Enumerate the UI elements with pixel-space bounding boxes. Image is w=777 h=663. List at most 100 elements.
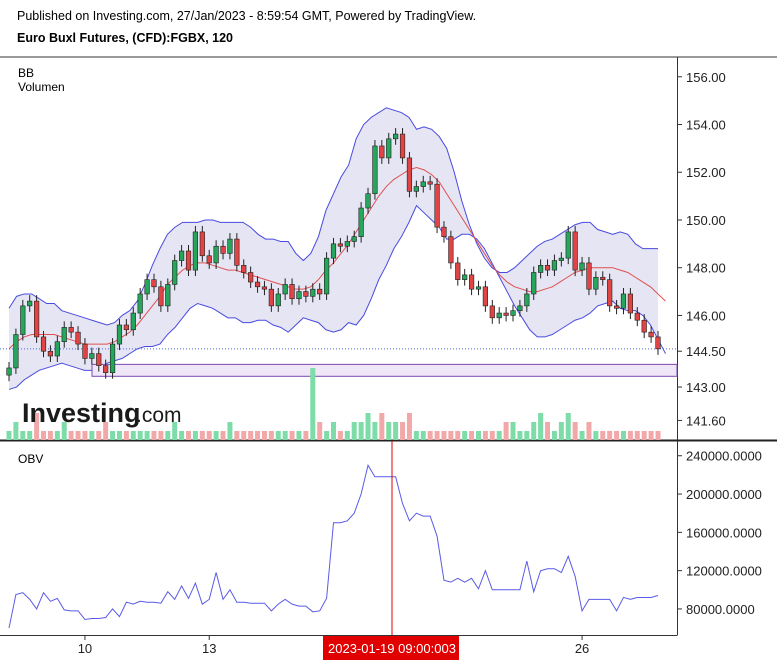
volume-bar [206,431,212,440]
bb-lower-line [8,204,666,390]
candle-body [192,231,199,271]
candle-body [89,353,95,359]
volume-bar [275,431,281,440]
obv-tick-label: 80000.0000 [686,602,755,617]
volume-bar [545,422,551,440]
candle-body [358,207,364,237]
candle-body [613,305,620,309]
bb-legend-label: BB [18,66,34,80]
obv-line [8,464,659,629]
volume-bar [248,431,254,440]
volume-bar [54,431,60,440]
candle-body [386,138,392,159]
candle-body [137,293,143,314]
volume-bar [627,431,633,440]
candle-body [524,293,530,307]
bb-upper-line [8,107,658,326]
candle-body [151,279,157,288]
volume-bar [344,431,350,440]
price-tick-label: 148.00 [686,261,726,276]
volume-bar [220,431,226,440]
volume-bar [655,431,661,440]
volume-bar [310,368,316,440]
volume-bar [434,431,440,440]
candle-body [317,288,323,295]
candle-body [185,250,192,271]
candle-body [496,312,502,319]
volume-bar [558,422,564,440]
volume-bar [565,413,571,440]
volume-bar [47,431,53,440]
candle-body [289,284,295,300]
volume-bar [289,431,295,440]
volume-bar [379,413,385,440]
volume-bar [317,422,323,440]
candle-body [379,145,385,159]
candle-body [551,260,558,271]
volume-bar [448,431,454,440]
candle-body [323,257,330,295]
volume-bar [427,431,433,440]
price-tick-label: 154.00 [686,118,726,133]
crosshair-date-box [323,636,459,660]
volume-bar [524,431,530,440]
obv-legend-label: OBV [18,452,43,466]
volume-bar [137,431,143,440]
volume-bar [192,431,198,440]
time-tick-label: 26 [575,641,589,656]
candle-body [268,288,274,307]
investing-logo: Investing .com [22,398,182,428]
volume-bar [386,422,392,440]
price-tick-label: 156.00 [686,70,726,85]
volume-bar [510,422,516,440]
candle-body [620,293,627,309]
price-tick-label: 141.60 [686,413,726,428]
candle-body [234,238,240,266]
volume-bar [144,431,150,440]
volume-bar [607,431,613,440]
volume-bar [20,431,26,440]
price-tick-label: 152.00 [686,165,726,180]
candle-body [20,305,26,335]
volume-bar [34,413,40,440]
volume-bars [6,368,661,440]
volume-bar [475,431,481,440]
candle-body [531,272,537,295]
volume-bar [593,431,599,440]
candle-body [116,324,123,345]
candle-body [254,281,261,288]
volume-bar [268,431,274,440]
candle-body [282,284,288,295]
candlesticks [6,128,661,382]
volume-bar [13,422,19,440]
candle-body [27,300,33,307]
candle-body [40,336,47,352]
obv-tick-label: 200000.0000 [686,487,762,502]
volume-bar [89,431,95,440]
volume-bar [158,431,164,440]
candle-body [296,291,302,300]
candle-body [172,260,178,285]
time-tick-label: 10 [78,641,92,656]
candle-body [517,305,523,311]
candle-body [179,250,185,261]
volume-bar [455,431,461,440]
volume-bar [296,431,302,440]
volume-bar [199,431,205,440]
candle-body [199,231,205,257]
candle-body [468,274,475,290]
candle-body [434,183,440,228]
candle-body [47,350,54,357]
volume-bar [641,431,647,440]
candle-body [261,286,268,290]
volume-bar [110,431,116,440]
volume-bar [538,413,544,440]
support-zone [0,348,678,377]
volume-bar [116,431,122,440]
candle-body [337,243,344,247]
candle-body [344,241,350,247]
volume-bar [586,422,592,440]
candle-body [96,353,102,366]
volume-bar [282,431,288,440]
